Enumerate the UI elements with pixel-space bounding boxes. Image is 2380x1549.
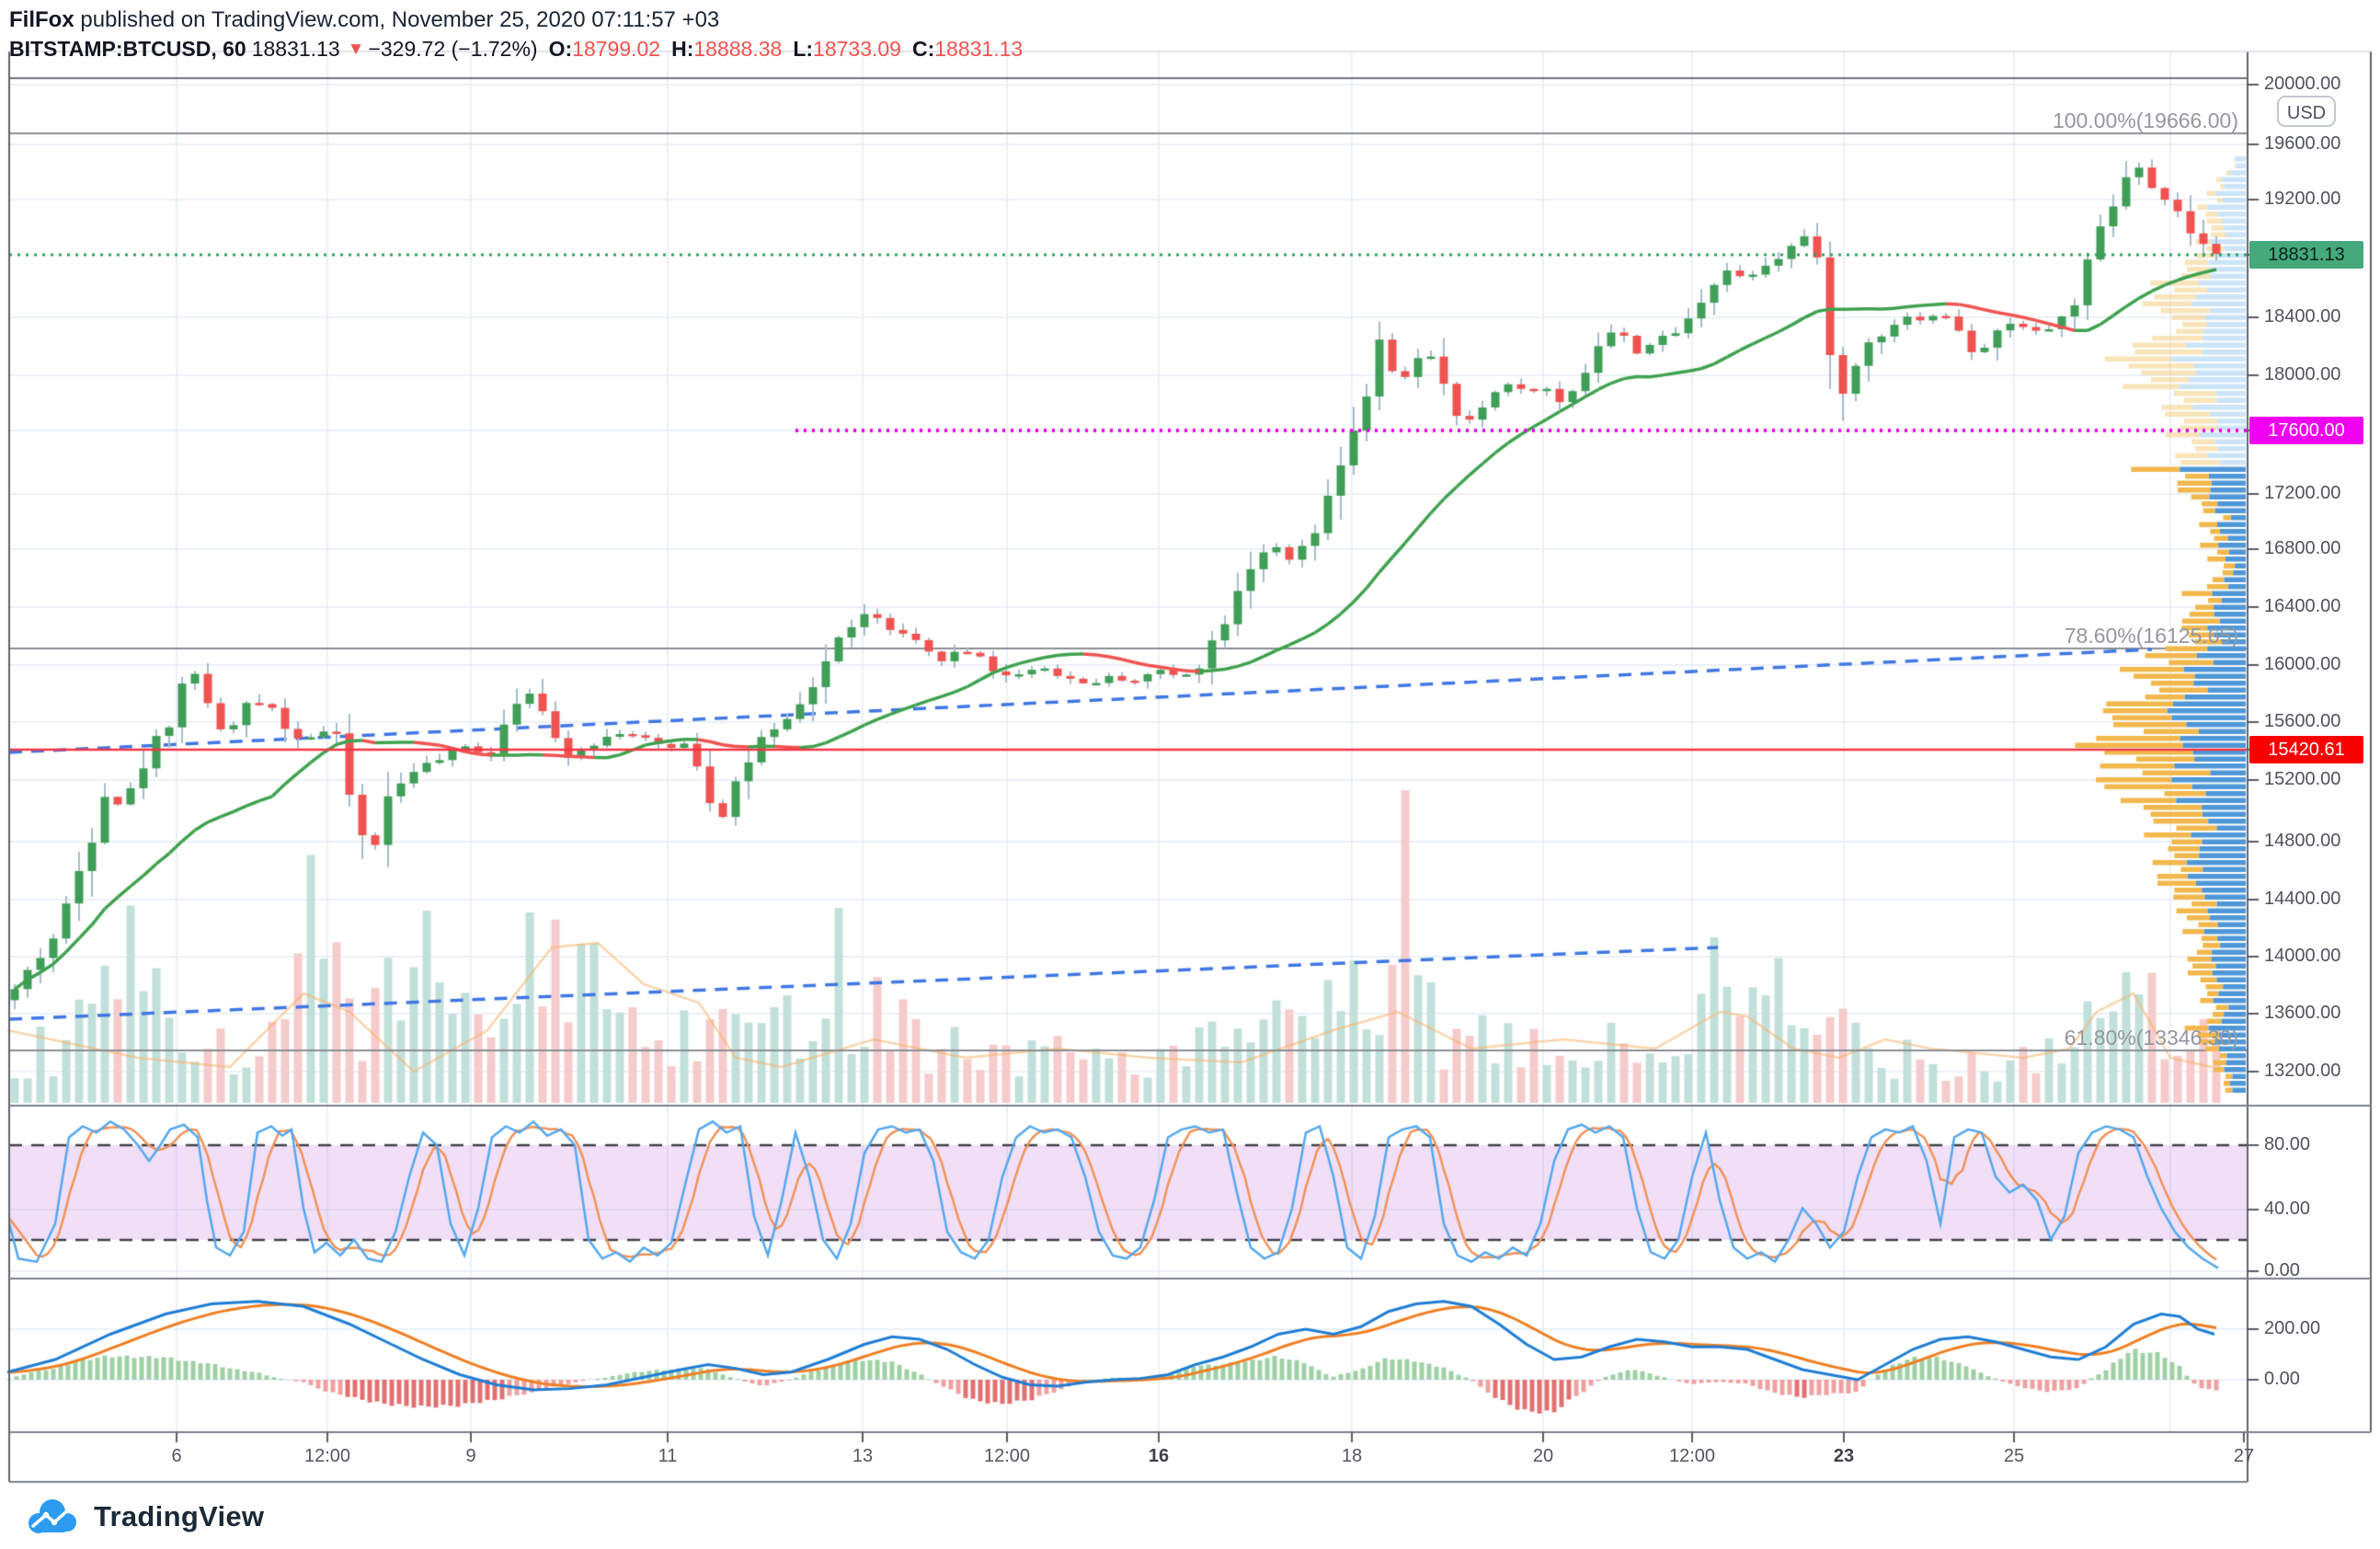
publish-header: FilFox published on TradingView.com, Nov…: [9, 7, 719, 33]
price-change: −329.72 (−1.72%): [368, 37, 538, 61]
close-value: 18831.13: [934, 37, 1024, 61]
time-axis-label: 6: [171, 1446, 182, 1466]
price-axis-label: 18000.00: [2264, 364, 2341, 384]
time-axis-label: 12:00: [303, 1446, 351, 1466]
time-axis-label: 27: [2233, 1446, 2255, 1466]
open-label: O:: [548, 37, 573, 61]
price-axis-label: 16400.00: [2264, 596, 2341, 616]
price-axis-label: 19600.00: [2264, 133, 2341, 154]
tradingview-attribution[interactable]: TradingView: [24, 1496, 264, 1538]
stoch-axis-label: 0.00: [2264, 1260, 2300, 1280]
time-axis-label: 12:00: [983, 1446, 1031, 1466]
price-axis-label: 13600.00: [2264, 1003, 2341, 1023]
alert-price-badge: 17600.00: [2249, 417, 2363, 444]
macd-axis-label: 200.00: [2264, 1318, 2321, 1338]
last-price: 18831.13: [251, 37, 340, 61]
price-axis-label: 14400.00: [2264, 889, 2341, 909]
fib-label-100: 100.00%(19666.00): [2052, 109, 2238, 132]
time-axis-label: 13: [852, 1446, 874, 1466]
time-axis-label: 18: [1341, 1446, 1363, 1466]
fib-label-786: 78.60%(16125.65): [2064, 624, 2238, 648]
open-value: 18799.02: [572, 37, 661, 61]
fib-label-618: 61.80%(13346.30): [2064, 1026, 2238, 1050]
author-name: FilFox: [9, 7, 74, 32]
horizontal-line-price-badge: 15420.61: [2249, 736, 2363, 763]
low-label: L:: [793, 37, 814, 61]
time-axis-label: 25: [2003, 1446, 2025, 1466]
price-axis-label: 14800.00: [2264, 831, 2341, 851]
publish-info: published on TradingView.com, November 2…: [74, 7, 720, 32]
price-axis-label: 19200.00: [2264, 189, 2341, 209]
close-label: C:: [911, 37, 935, 61]
price-axis-label: 13200.00: [2264, 1061, 2341, 1081]
price-axis-label: 15200.00: [2264, 769, 2341, 789]
last-price-badge: 18831.13: [2249, 241, 2363, 269]
stoch-axis-label: 40.00: [2264, 1199, 2311, 1219]
time-axis-label: 20: [1532, 1446, 1554, 1466]
time-axis-label: 9: [465, 1446, 476, 1466]
high-value: 18888.38: [693, 37, 783, 61]
tradingview-cloud-icon: [29, 1499, 76, 1533]
macd-axis-label: 0.00: [2264, 1369, 2300, 1389]
price-axis-label: 20000.00: [2264, 74, 2341, 94]
tradingview-logo-text: TradingView: [94, 1500, 265, 1532]
time-axis-label: 23: [1833, 1446, 1855, 1466]
price-axis-label: 16000.00: [2264, 654, 2341, 674]
currency-toggle-button[interactable]: USD: [2277, 96, 2336, 127]
down-triangle-icon: ▼: [347, 39, 365, 59]
high-label: H:: [671, 37, 694, 61]
symbol-header: BITSTAMP:BTCUSD, 60 18831.13 ▼ −329.72 (…: [9, 37, 1023, 62]
price-axis-label: 14000.00: [2264, 946, 2341, 966]
time-axis-label: 12:00: [1668, 1446, 1716, 1466]
symbol-name: BITSTAMP:BTCUSD, 60: [9, 37, 246, 61]
price-axis-label: 18400.00: [2264, 306, 2341, 327]
time-axis-label: 16: [1148, 1446, 1170, 1466]
time-axis-label: 11: [658, 1446, 678, 1466]
price-axis-label: 15600.00: [2264, 711, 2341, 731]
stoch-axis-label: 80.00: [2264, 1134, 2311, 1154]
price-axis-label: 17200.00: [2264, 483, 2341, 503]
low-value: 18733.09: [813, 37, 901, 61]
price-axis-label: 16800.00: [2264, 538, 2341, 558]
